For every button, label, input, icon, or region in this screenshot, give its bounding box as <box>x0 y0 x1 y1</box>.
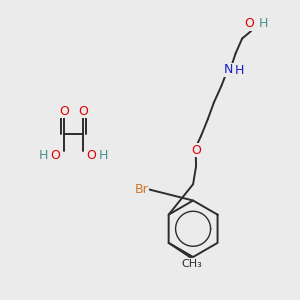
Text: O: O <box>86 149 96 162</box>
Text: O: O <box>191 143 201 157</box>
Text: H: H <box>259 17 268 30</box>
Text: O: O <box>244 17 254 30</box>
Text: CH₃: CH₃ <box>181 259 202 269</box>
Text: N: N <box>224 63 233 76</box>
Text: Br: Br <box>135 183 148 196</box>
Text: H: H <box>99 149 108 162</box>
Text: O: O <box>50 149 60 162</box>
Text: O: O <box>59 105 69 118</box>
Text: O: O <box>78 105 88 118</box>
Text: H: H <box>235 64 244 77</box>
Text: H: H <box>39 149 48 162</box>
